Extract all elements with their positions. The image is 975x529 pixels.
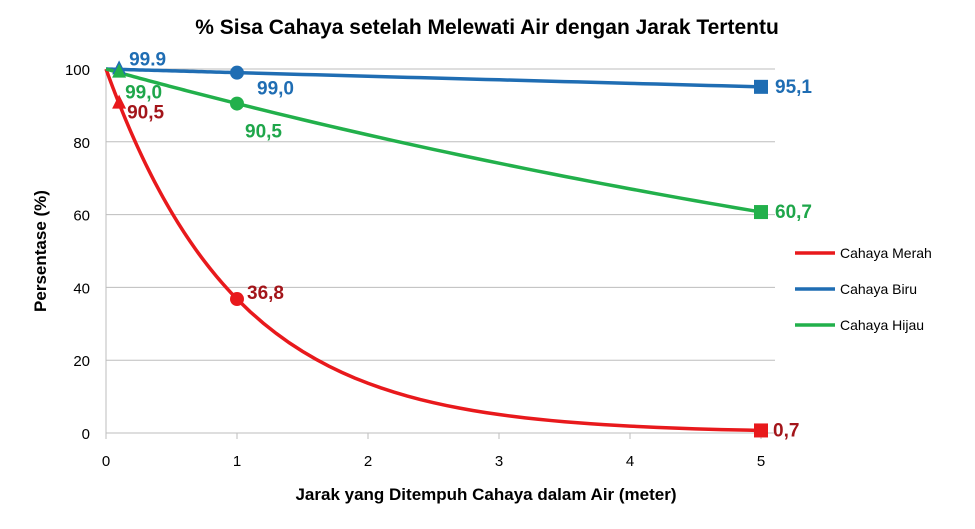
y-tick-label: 40 — [73, 280, 90, 297]
x-tick-label: 5 — [757, 453, 765, 470]
data-label: 0,7 — [773, 420, 799, 441]
legend-label: Cahaya Merah — [840, 245, 932, 261]
data-label: 90,5 — [245, 122, 282, 143]
legend-label: Cahaya Biru — [840, 281, 917, 297]
square-marker — [754, 79, 768, 94]
x-tick-label: 1 — [233, 453, 241, 470]
data-label: 60,7 — [775, 202, 812, 223]
data-label: 99,0 — [125, 83, 162, 104]
series-line-0 — [104, 68, 762, 433]
triangle-marker — [112, 94, 127, 109]
data-label: 36,8 — [247, 283, 284, 304]
data-label: 90,5 — [127, 103, 164, 124]
legend-label: Cahaya Hijau — [840, 317, 924, 333]
triangle-marker — [112, 63, 127, 78]
square-marker — [754, 423, 768, 438]
x-tick-label: 2 — [364, 453, 372, 470]
y-tick-label: 80 — [73, 135, 90, 152]
data-label: 99.9 — [129, 49, 166, 70]
circle-marker — [230, 96, 244, 111]
series-line-1 — [105, 67, 762, 89]
chart-title: % Sisa Cahaya setelah Melewati Air denga… — [195, 16, 779, 39]
series-line-2 — [105, 67, 762, 214]
y-axis-label: Persentase (%) — [31, 190, 50, 312]
x-tick-label: 0 — [102, 453, 110, 470]
data-label: 99,0 — [257, 79, 294, 100]
circle-marker — [230, 292, 244, 307]
circle-marker — [230, 65, 244, 80]
y-tick-label: 60 — [73, 208, 90, 225]
x-axis-label: Jarak yang Ditempuh Cahaya dalam Air (me… — [295, 485, 676, 504]
x-tick-label: 4 — [626, 453, 634, 470]
y-tick-label: 0 — [82, 426, 90, 443]
square-marker — [754, 205, 768, 220]
y-tick-label: 100 — [65, 62, 90, 79]
y-tick-label: 20 — [73, 353, 90, 370]
x-tick-label: 3 — [495, 453, 503, 470]
data-label: 95,1 — [775, 77, 812, 98]
